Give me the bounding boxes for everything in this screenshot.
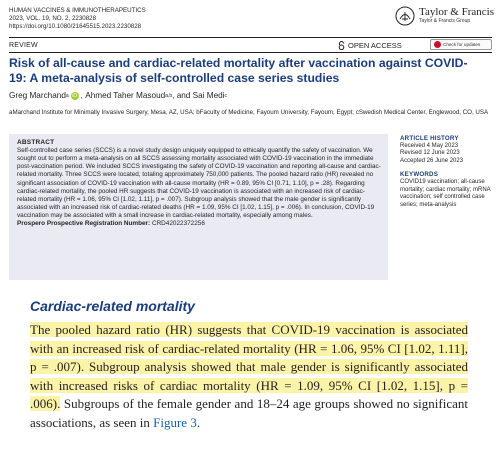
author-name[interactable]: Sai Medi	[192, 91, 225, 100]
publisher-name: Taylor & Francis	[419, 6, 494, 18]
figure-link[interactable]: Figure 3	[153, 414, 197, 430]
author-sup: a	[65, 92, 69, 99]
journal-info: HUMAN VACCINES & IMMUNOTHERAPEUTICS 2023…	[9, 7, 146, 32]
author-list: Greg Marchand a iD , Ahmed Taher Masoud …	[9, 91, 227, 100]
section-heading: Cardiac-related mortality	[30, 298, 195, 314]
author-sup: c	[224, 92, 228, 99]
abstract-text: Self-controlled case series (SCCS) is a …	[17, 147, 381, 220]
publisher-group: Taylor & Francis Group	[419, 18, 471, 24]
header-rule-thin	[9, 52, 492, 53]
prospero-number: CRD42022372256	[151, 220, 205, 228]
prospero-label: Prospero Prospective Registration Number…	[17, 220, 151, 228]
publisher-block: Taylor & Francis Taylor & Francis Group	[395, 6, 494, 26]
header-rule	[9, 37, 492, 38]
open-access-label: OPEN ACCESS	[348, 41, 402, 50]
keywords-text: COVID19 vaccination; all-cause mortality…	[400, 178, 491, 208]
publisher-logo-icon	[395, 6, 415, 26]
article-sidebar: ARTICLE HISTORY Received 4 May 2023 Revi…	[400, 135, 495, 209]
received-date: Received 4 May 2023	[400, 142, 459, 149]
author-name[interactable]: Ahmed Taher Masoud	[85, 91, 166, 100]
check-updates-icon	[434, 41, 441, 48]
body-text: Subgroups of the female gender and 18–24…	[30, 396, 468, 430]
check-updates-label: Check for updates	[443, 42, 481, 47]
body-end: .	[196, 414, 201, 430]
journal-name: HUMAN VACCINES & IMMUNOTHERAPEUTICS	[9, 7, 146, 14]
keywords-heading: KEYWORDS	[400, 171, 439, 179]
author-name[interactable]: Greg Marchand	[9, 91, 66, 100]
article-type: REVIEW	[9, 42, 38, 49]
abstract-heading: ABSTRACT	[17, 139, 55, 146]
affiliations: aMarchand Institute for Minimally Invasi…	[9, 109, 489, 116]
orcid-icon[interactable]: iD	[70, 91, 79, 100]
article-history-heading: ARTICLE HISTORY	[400, 135, 459, 142]
open-access-badge: OPEN ACCESS	[338, 41, 402, 50]
check-updates-button[interactable]: Check for updates	[430, 39, 492, 50]
revised-date: Revised 12 June 2023	[400, 150, 460, 157]
abstract-box: ABSTRACT Self-controlled case series (SC…	[9, 134, 388, 280]
open-lock-icon	[338, 41, 345, 50]
journal-doi[interactable]: https://doi.org/10.1080/21645515.2023.22…	[9, 23, 142, 31]
accepted-date: Accepted 26 June 2023	[400, 157, 464, 164]
article-title: Risk of all-cause and cardiac-related mo…	[9, 56, 468, 85]
prospero-registration: Prospero Prospective Registration Number…	[17, 220, 382, 228]
section-body: The pooled hazard ratio (HR) suggests th…	[30, 321, 468, 433]
author-sup: a,b	[165, 92, 173, 99]
journal-volume: 2023, VOL. 19, NO. 2, 2230828	[9, 15, 97, 23]
